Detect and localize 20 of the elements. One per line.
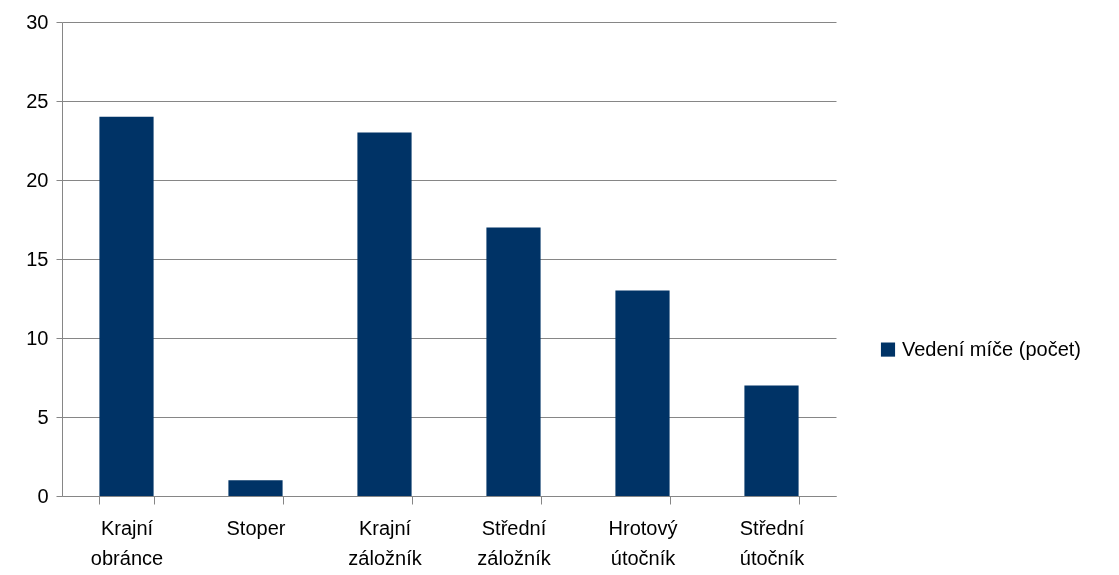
y-tick-label: 5 xyxy=(37,405,49,428)
bar xyxy=(357,132,412,496)
y-tick-label: 20 xyxy=(26,168,49,191)
x-tick-label: Hrotový útočník xyxy=(608,516,678,569)
y-tick-label: 25 xyxy=(26,89,49,112)
y-tick-label: 10 xyxy=(26,326,49,349)
x-tick-label: Střední útočník xyxy=(739,516,806,569)
legend-label: Vedení míče (počet) xyxy=(902,337,1081,360)
x-tick-label: Krajní obránce xyxy=(90,516,164,569)
x-tick-label: Krajní záložník xyxy=(348,516,423,569)
bar xyxy=(744,385,799,496)
bar xyxy=(228,480,283,496)
bar xyxy=(99,116,154,496)
bar xyxy=(486,227,541,496)
x-tick-label: Stoper xyxy=(226,516,286,539)
bar xyxy=(615,290,670,496)
x-tick-label: Střední záložník xyxy=(477,516,552,569)
y-tick-label: 30 xyxy=(26,10,49,33)
y-tick-label: 0 xyxy=(37,484,49,507)
y-tick-label: 15 xyxy=(26,247,49,270)
